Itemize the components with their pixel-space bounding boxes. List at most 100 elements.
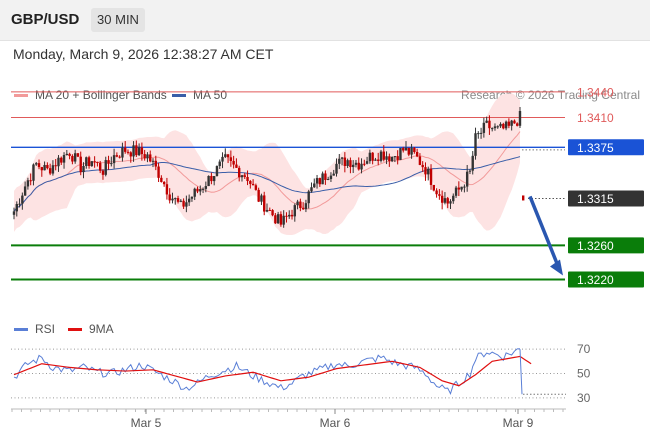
candle-body	[54, 165, 57, 167]
candle-body	[338, 158, 341, 164]
candle-body	[87, 157, 91, 167]
candle-body	[463, 186, 466, 188]
candle-body	[43, 164, 46, 171]
candle-body	[507, 121, 511, 126]
candle-body	[371, 152, 374, 161]
level-label-1.3375: 1.3375	[577, 141, 614, 155]
candle-body	[499, 123, 502, 127]
level-label-1.3440: 1.3440	[577, 85, 614, 99]
candle-body	[129, 152, 132, 157]
candle-body	[246, 176, 249, 182]
candle-body	[493, 126, 497, 129]
candle-body	[174, 198, 177, 200]
candle-body	[51, 165, 55, 174]
candle-body	[79, 156, 82, 173]
candle-body	[118, 156, 121, 158]
candle-body	[440, 195, 444, 203]
candle-body	[21, 195, 24, 204]
candle-body	[160, 177, 163, 182]
candle-body	[477, 133, 480, 135]
legend-ma50-label: MA 50	[193, 88, 227, 102]
candle-body	[168, 194, 171, 201]
candle-body	[301, 208, 305, 210]
candle-body	[124, 147, 127, 152]
candle-body	[468, 170, 472, 172]
rsi-tick-50: 50	[577, 367, 591, 381]
candle-body	[90, 161, 94, 167]
projection-arrowhead	[550, 259, 563, 276]
candle-body	[68, 153, 71, 156]
candle-body	[474, 133, 477, 156]
candle-body	[377, 159, 380, 161]
candle-body	[185, 202, 188, 207]
candle-body	[15, 204, 18, 212]
level-badge-1.3260	[568, 237, 644, 254]
candle-body	[424, 167, 427, 175]
candle-body	[388, 156, 391, 162]
chart-panel	[0, 40, 650, 442]
candle-body	[232, 160, 235, 165]
level-badge-1.3315	[568, 190, 644, 207]
candle-body	[296, 201, 299, 206]
rsi-series-1	[13, 355, 532, 387]
candle-body	[235, 164, 238, 168]
candle-body	[126, 151, 130, 153]
candle-body	[282, 215, 285, 225]
candle-body	[132, 145, 135, 157]
candle-body	[368, 152, 372, 162]
timeframe-button[interactable]: 30 MIN	[91, 8, 145, 32]
candle-body	[101, 170, 105, 175]
candle-body	[502, 123, 505, 129]
candle-body	[151, 160, 155, 162]
time-label-0: Mar 5	[131, 416, 162, 430]
rsi-panel: 70 50 30	[11, 342, 591, 405]
candle-body	[443, 198, 447, 203]
candle-body	[432, 184, 436, 191]
candle-body	[190, 196, 194, 199]
rsi-tick-30: 30	[577, 391, 591, 405]
candle-body	[315, 178, 319, 184]
candle-body	[490, 128, 494, 130]
candle-body	[488, 120, 491, 129]
level-label-1.3315: 1.3315	[577, 192, 614, 206]
candle-body	[210, 175, 213, 182]
candle-body	[429, 168, 433, 185]
candle-body	[240, 175, 244, 178]
candle-body	[196, 188, 199, 192]
candle-body	[299, 201, 302, 209]
candle-body	[265, 209, 269, 212]
candle-body	[229, 157, 233, 161]
rsi-tick-70: 70	[577, 342, 591, 356]
candle-body	[29, 180, 32, 182]
candle-body	[271, 210, 274, 216]
candle-body	[310, 187, 313, 192]
candle-body	[518, 110, 522, 126]
candle-body	[207, 175, 210, 187]
candle-body	[254, 185, 258, 190]
last-candle	[522, 195, 525, 201]
candle-body	[496, 126, 499, 128]
rsi-last-drop	[519, 349, 523, 395]
candle-body	[365, 161, 369, 164]
candle-body	[146, 154, 149, 159]
candle-body	[385, 156, 388, 160]
candle-body	[410, 147, 413, 155]
candle-body	[82, 165, 85, 173]
candle-body	[402, 148, 405, 151]
candle-body	[23, 186, 27, 196]
candle-body	[107, 160, 110, 164]
candle-body	[249, 181, 252, 184]
candle-body	[363, 163, 366, 165]
candle-body	[340, 157, 344, 159]
legend-bollinger-label: MA 20 + Bollinger Bands	[35, 88, 167, 102]
candle-body	[76, 153, 80, 157]
candle-body	[251, 183, 255, 186]
candle-body	[12, 211, 16, 215]
candle-body	[140, 147, 144, 155]
candle-body	[65, 153, 69, 155]
ma50-line	[13, 156, 521, 212]
candle-body	[37, 163, 41, 168]
candle-body	[276, 214, 280, 224]
candle-body	[171, 198, 174, 201]
candle-body	[40, 167, 44, 171]
